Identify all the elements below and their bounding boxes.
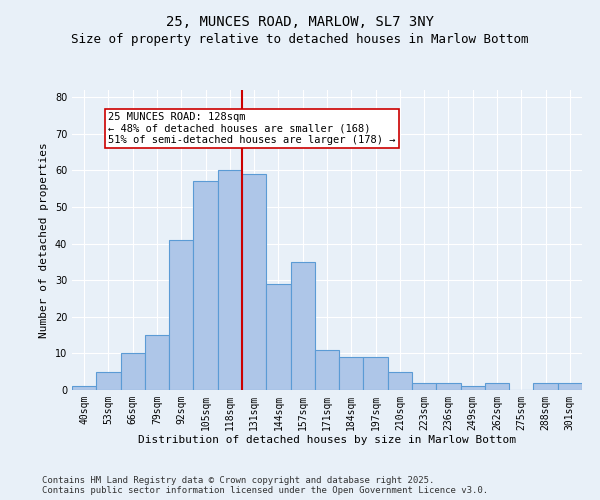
Bar xyxy=(412,382,436,390)
Bar xyxy=(315,350,339,390)
Bar xyxy=(145,335,169,390)
Text: Size of property relative to detached houses in Marlow Bottom: Size of property relative to detached ho… xyxy=(71,32,529,46)
Bar xyxy=(169,240,193,390)
Text: 25, MUNCES ROAD, MARLOW, SL7 3NY: 25, MUNCES ROAD, MARLOW, SL7 3NY xyxy=(166,15,434,29)
Bar xyxy=(121,354,145,390)
Bar xyxy=(218,170,242,390)
Text: Contains HM Land Registry data © Crown copyright and database right 2025.
Contai: Contains HM Land Registry data © Crown c… xyxy=(42,476,488,495)
Bar xyxy=(96,372,121,390)
Text: 25 MUNCES ROAD: 128sqm
← 48% of detached houses are smaller (168)
51% of semi-de: 25 MUNCES ROAD: 128sqm ← 48% of detached… xyxy=(109,112,396,145)
Bar xyxy=(72,386,96,390)
Bar xyxy=(533,382,558,390)
Bar xyxy=(266,284,290,390)
Bar xyxy=(558,382,582,390)
Bar xyxy=(339,357,364,390)
Y-axis label: Number of detached properties: Number of detached properties xyxy=(39,142,49,338)
Text: Distribution of detached houses by size in Marlow Bottom: Distribution of detached houses by size … xyxy=(138,435,516,445)
Bar xyxy=(388,372,412,390)
Bar xyxy=(485,382,509,390)
Bar xyxy=(461,386,485,390)
Bar xyxy=(242,174,266,390)
Bar xyxy=(436,382,461,390)
Bar xyxy=(364,357,388,390)
Bar xyxy=(290,262,315,390)
Bar xyxy=(193,182,218,390)
